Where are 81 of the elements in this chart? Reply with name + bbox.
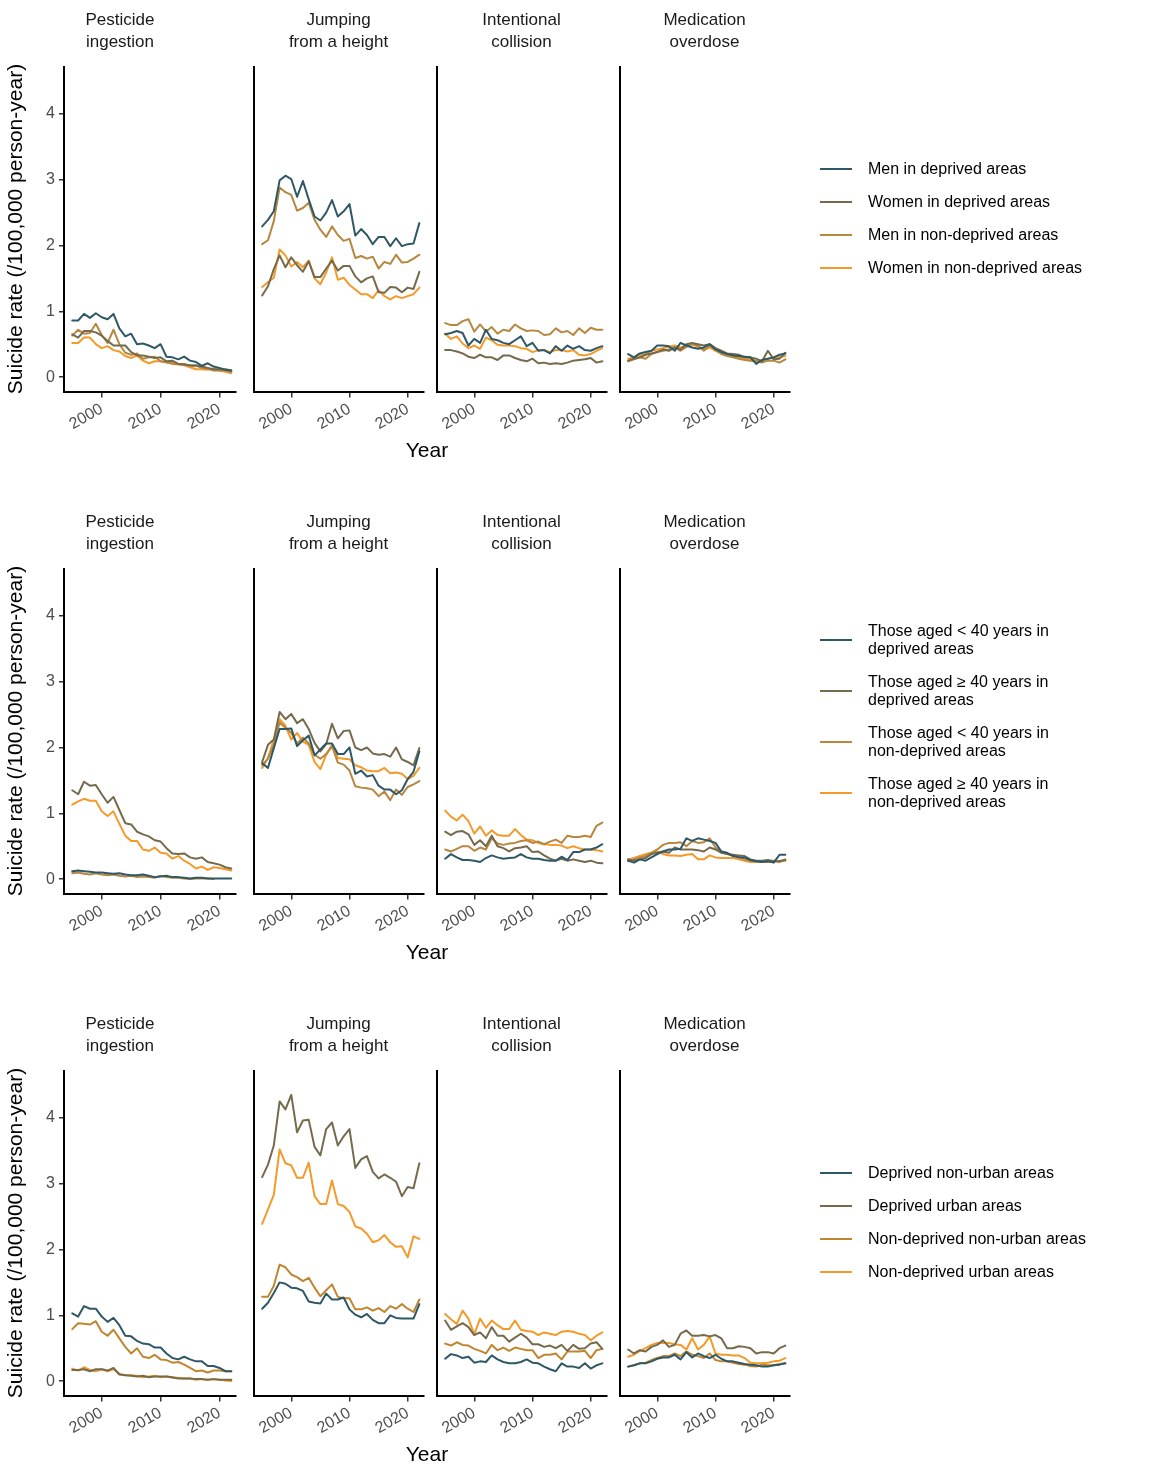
x-tick-label: 2010	[496, 1403, 537, 1437]
legend-label: Non-deprived non-urban areas	[868, 1230, 1086, 1248]
legend-label: Non-deprived urban areas	[868, 1263, 1054, 1281]
y-tick-label: 4	[46, 606, 56, 624]
y-tick-label: 1	[46, 803, 56, 821]
x-tick-label: 2010	[496, 901, 537, 935]
y-tick-label: 3	[46, 170, 56, 188]
legend-label: Those aged ≥ 40 years in deprived areas	[868, 673, 1050, 709]
chart-title: Intentional collision	[482, 512, 561, 553]
x-tick-label: 2010	[679, 1403, 720, 1437]
x-tick-label: 2020	[738, 901, 778, 935]
x-tick-label: 2000	[621, 901, 662, 935]
y-axis-title: Suicide rate (/100,000 person-year)	[3, 565, 27, 897]
x-tick-label: 2010	[125, 399, 165, 433]
chart-title: Intentional collision	[482, 10, 561, 51]
y-axis-title: Suicide rate (/100,000 person-year)	[3, 1067, 27, 1399]
x-tick-label: 2010	[496, 399, 537, 433]
y-tick-label: 2	[46, 1239, 56, 1257]
y-tick-label: 0	[46, 869, 56, 887]
y-tick-label: 3	[46, 1174, 56, 1192]
y-axis-title: Suicide rate (/100,000 person-year)	[3, 63, 27, 395]
chart-title: Jumping from a height	[288, 1014, 389, 1055]
x-tick-label: 2000	[621, 399, 662, 433]
legend-label: Those aged ≥ 40 years in non-deprived areas	[868, 775, 1050, 811]
chart-title: Intentional collision	[482, 1014, 561, 1055]
legend-label: Women in deprived areas	[868, 193, 1051, 211]
chart-title: Pesticide ingestion	[85, 10, 155, 51]
legend-label: Men in non-deprived areas	[868, 226, 1059, 244]
x-tick-label: 2000	[621, 1403, 662, 1437]
legend-label: Those aged < 40 years in deprived areas	[868, 622, 1050, 658]
legend-label: Deprived non-urban areas	[868, 1164, 1054, 1182]
x-tick-label: 2020	[555, 1403, 595, 1437]
x-tick-label: 2000	[255, 399, 296, 433]
x-tick-label: 2010	[313, 901, 354, 935]
y-tick-label: 1	[46, 1305, 56, 1323]
y-tick-label: 3	[46, 672, 56, 690]
x-tick-label: 2000	[255, 1403, 296, 1437]
y-tick-label: 4	[46, 1108, 56, 1126]
x-tick-label: 2010	[125, 1403, 165, 1437]
chart-title: Jumping from a height	[288, 512, 389, 553]
x-tick-label: 2010	[313, 1403, 354, 1437]
x-axis-title: Year	[405, 1442, 449, 1465]
x-tick-label: 2020	[372, 399, 412, 433]
legend-label: Men in deprived areas	[868, 160, 1027, 178]
x-tick-label: 2000	[66, 901, 106, 935]
x-tick-label: 2000	[255, 901, 296, 935]
x-tick-label: 2020	[738, 1403, 778, 1437]
x-tick-label: 2020	[738, 399, 778, 433]
y-tick-label: 0	[46, 1371, 56, 1389]
x-axis-title: Year	[405, 438, 449, 462]
chart-title: Pesticide ingestion	[85, 1014, 155, 1055]
x-tick-label: 2020	[372, 1403, 412, 1437]
x-tick-label: 2010	[313, 399, 354, 433]
x-tick-label: 2010	[679, 901, 720, 935]
chart-title: Medication overdose	[663, 10, 746, 51]
y-tick-label: 2	[46, 737, 56, 755]
x-tick-label: 2020	[183, 1403, 224, 1437]
chart-title: Medication overdose	[663, 512, 746, 553]
legend-label: Those aged < 40 years in non-deprived areas	[868, 724, 1050, 760]
y-tick-label: 0	[46, 367, 56, 385]
x-tick-label: 2000	[438, 399, 479, 433]
chart-title: Medication overdose	[663, 1014, 746, 1055]
x-tick-label: 2020	[183, 399, 224, 433]
x-tick-label: 2010	[125, 901, 165, 935]
chart-title: Jumping from a height	[288, 10, 389, 51]
legend-label: Deprived urban areas	[868, 1197, 1022, 1215]
x-tick-label: 2000	[66, 399, 106, 433]
x-tick-label: 2020	[555, 399, 595, 433]
x-tick-label: 2000	[438, 901, 479, 935]
x-tick-label: 2010	[679, 399, 720, 433]
y-tick-label: 4	[46, 104, 56, 122]
y-tick-label: 1	[46, 301, 56, 319]
x-axis-title: Year	[405, 940, 449, 964]
x-tick-label: 2020	[372, 901, 412, 935]
x-tick-label: 2000	[438, 1403, 479, 1437]
chart-title: Pesticide ingestion	[85, 512, 155, 553]
y-tick-label: 2	[46, 235, 56, 253]
x-tick-label: 2000	[66, 1403, 106, 1437]
x-tick-label: 2020	[183, 901, 224, 935]
x-tick-label: 2020	[555, 901, 595, 935]
legend-label: Women in non-deprived areas	[868, 259, 1083, 277]
